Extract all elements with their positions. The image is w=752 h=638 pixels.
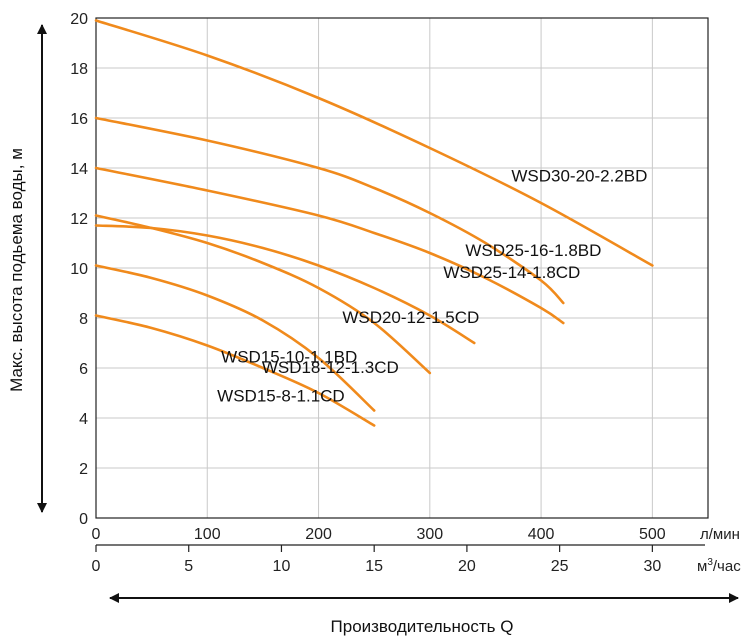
- curve-label-wsd25-14-1-8cd: WSD25-14-1.8CD: [443, 263, 580, 282]
- curve-wsd15-8-1-1cd: [94, 314, 376, 427]
- y-tick-labels: 0 2 4 6 8 10 12 14 16 18 20: [70, 11, 88, 528]
- unit-m3h-pre: м: [697, 558, 707, 575]
- plot-frame: [95, 17, 709, 519]
- y-tick-label: 18: [70, 61, 88, 78]
- curve-wsd15-10-1-1bd: [94, 264, 376, 412]
- x-tick-label-lmin: 200: [305, 526, 332, 543]
- x-tick-labels-m3h: 0 5 10 15 20 25 30: [92, 545, 661, 575]
- curve-wsd18-12-1-3cd: [94, 214, 432, 375]
- x-tick-label-m3h: 20: [458, 558, 476, 575]
- x-tick-label-m3h: 30: [643, 558, 661, 575]
- y-tick-label: 6: [79, 361, 88, 378]
- curves: [94, 19, 654, 427]
- y-tick-label: 8: [79, 311, 88, 328]
- y-tick-label: 12: [70, 211, 88, 228]
- x-axis-title: Производительность Q: [331, 617, 514, 636]
- curve-label-wsd15-8-1-1cd: WSD15-8-1.1CD: [217, 387, 345, 406]
- x-tick-label-m3h: 15: [365, 558, 383, 575]
- x-tick-label-lmin: 100: [194, 526, 221, 543]
- grid: [96, 18, 708, 518]
- curve-wsd25-14-1-8cd: [94, 166, 565, 325]
- y-tick-label: 0: [79, 511, 88, 528]
- unit-lmin-label: л/мин: [700, 526, 740, 543]
- x-tick-label-m3h: 25: [551, 558, 569, 575]
- curve-label-wsd18-12-1-3cd: WSD18-12-1.3CD: [262, 358, 399, 377]
- curve-label-wsd20-12-1-5cd: WSD20-12-1.5CD: [342, 308, 479, 327]
- y-tick-label: 2: [79, 461, 88, 478]
- x-tick-label-lmin: 300: [416, 526, 443, 543]
- x-tick-labels-lmin: 0 100 200 300 400 500: [92, 526, 666, 543]
- y-tick-label: 4: [79, 411, 88, 428]
- y-tick-label: 14: [70, 161, 88, 178]
- unit-m3h-sup: 3: [707, 557, 713, 568]
- curve-wsd30-20-2-2bd: [94, 19, 654, 267]
- y-tick-label: 16: [70, 111, 88, 128]
- curve-label-wsd30-20-2-2bd: WSD30-20-2.2BD: [511, 167, 647, 186]
- y-tick-label: 20: [70, 11, 88, 28]
- curve-label-wsd25-16-1-8bd: WSD25-16-1.8BD: [465, 241, 601, 260]
- unit-m3h-post: /час: [713, 558, 741, 575]
- x-tick-label-lmin: 0: [92, 526, 101, 543]
- x-tick-label-m3h: 0: [92, 558, 101, 575]
- x-tick-label-m3h: 10: [273, 558, 291, 575]
- unit-m3h-label: м3/час: [697, 557, 741, 575]
- curve-labels: WSD30-20-2.2BD WSD25-16-1.8BD WSD25-14-1.8…: [217, 167, 647, 406]
- curve-label-wsd15-10-1-1bd: WSD15-10-1.1BD: [221, 348, 357, 367]
- x-tick-label-lmin: 500: [639, 526, 666, 543]
- x-tick-label-m3h: 5: [184, 558, 193, 575]
- y-tick-label: 10: [70, 261, 88, 278]
- curve-wsd25-16-1-8bd: [94, 116, 565, 305]
- x-tick-label-lmin: 400: [528, 526, 555, 543]
- y-axis-title: Макс. высота подьема воды, м: [7, 148, 26, 392]
